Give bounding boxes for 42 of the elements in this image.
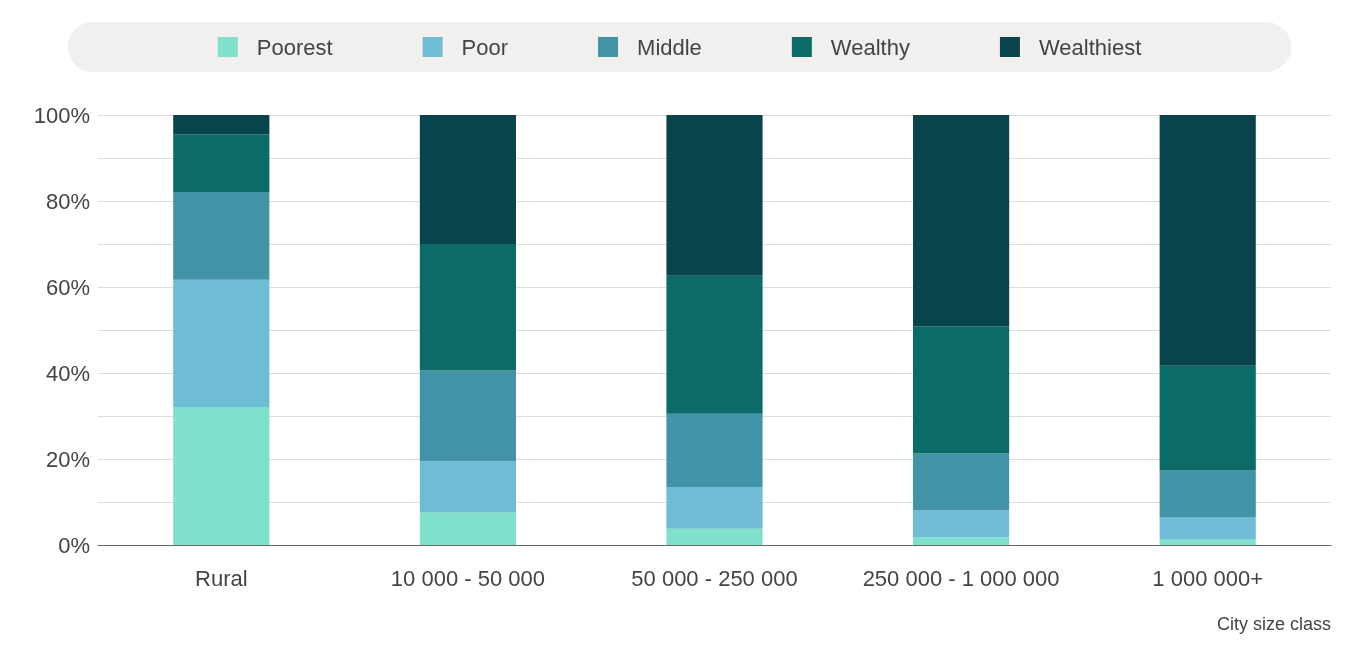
legend-label: Middle [637,34,702,60]
bar [913,326,1010,454]
bar [173,191,270,280]
bar [666,486,763,529]
bar [419,461,516,513]
bar [173,406,270,545]
bar [913,510,1010,538]
x-tick-label: Rural [195,565,248,591]
bar [419,370,516,462]
y-tick-label: 20% [45,446,90,472]
bar [173,279,270,407]
bar [1159,539,1256,545]
bar [419,115,516,244]
bar [666,528,763,545]
bar [419,512,516,545]
legend-label: Poor [461,34,509,60]
bar [913,537,1010,545]
y-tick-label: 60% [45,274,90,300]
y-tick-label: 80% [45,188,90,214]
bar [173,115,270,135]
bar [1159,365,1256,471]
bar [419,244,516,371]
legend-label: Poorest [256,34,333,60]
x-tick-label: 250 000 - 1 000 000 [862,565,1060,591]
x-axis-title: City size class [1216,614,1331,634]
bar [666,115,763,276]
x-tick-label: 50 000 - 250 000 [631,565,798,591]
legend-label: Wealthiest [1038,34,1142,60]
bar [666,275,763,414]
bar [1159,115,1256,366]
legend-label: Wealthy [830,34,910,60]
bar [913,115,1010,327]
y-tick-label: 100% [33,102,90,128]
x-tick-label: 10 000 - 50 000 [390,565,545,591]
bar [1159,470,1256,518]
y-tick-label: 0% [58,532,90,558]
bar [666,413,763,487]
bar [913,453,1010,511]
y-tick-label: 40% [45,360,90,386]
bar [173,134,270,192]
x-tick-label: 1 000 000+ [1152,565,1264,591]
bar [1159,517,1256,540]
